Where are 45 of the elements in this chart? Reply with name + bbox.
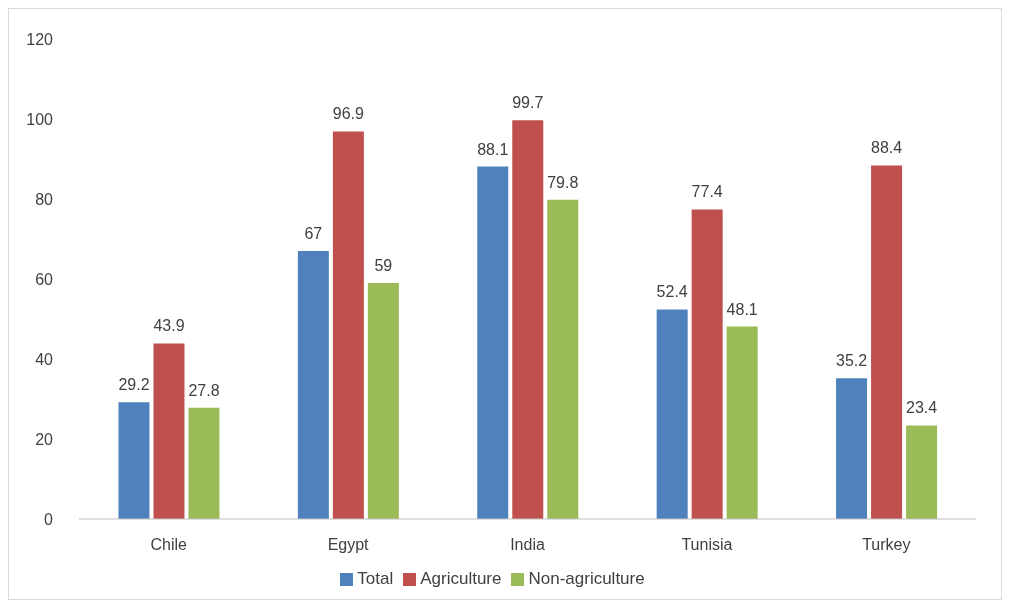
data-label: 43.9: [153, 317, 185, 335]
data-label: 27.8: [188, 381, 220, 399]
data-label: 99.7: [512, 94, 544, 112]
data-label: 52.4: [656, 283, 688, 301]
legend-label: Non-agriculture: [528, 569, 645, 588]
bar: [153, 343, 185, 519]
bar: [726, 326, 758, 519]
x-tick-label: India: [510, 536, 545, 554]
bar: [367, 283, 399, 519]
legend-label: Total: [357, 569, 394, 588]
x-tick-label: Turkey: [862, 536, 911, 554]
data-label: 96.9: [332, 105, 365, 123]
data-label: 88.4: [871, 139, 903, 157]
bar: [332, 131, 364, 519]
y-tick-label: 60: [35, 270, 54, 288]
bar: [656, 309, 688, 519]
x-tick-label: Chile: [150, 536, 188, 554]
y-tick-label: 120: [26, 30, 54, 48]
y-tick-label: 40: [35, 350, 54, 368]
bar: [836, 378, 868, 519]
y-tick-label: 80: [35, 190, 54, 208]
y-tick-label: 100: [26, 110, 54, 128]
x-tick-label: Tunisia: [681, 536, 733, 554]
data-label: 48.1: [726, 300, 758, 318]
data-label: 88.1: [477, 140, 509, 158]
bar: [297, 251, 329, 519]
bar: [547, 199, 579, 519]
data-label: 67: [304, 225, 323, 242]
data-label: 23.4: [906, 399, 938, 417]
bar: [188, 407, 220, 519]
bar: [871, 165, 903, 519]
data-label: 79.8: [547, 173, 579, 191]
legend-label: Agriculture: [420, 569, 502, 588]
y-tick-label: 0: [44, 510, 54, 528]
bar: [691, 209, 723, 519]
data-label: 77.4: [691, 183, 723, 201]
bar: [906, 425, 938, 519]
data-label: 59: [374, 257, 393, 274]
bar: [512, 120, 544, 519]
y-tick-label: 20: [35, 430, 54, 448]
data-label: 29.2: [118, 376, 150, 394]
data-label: 35.2: [836, 352, 868, 370]
bar: [477, 166, 509, 519]
x-tick-label: Egypt: [327, 536, 370, 554]
bar: [118, 402, 150, 519]
